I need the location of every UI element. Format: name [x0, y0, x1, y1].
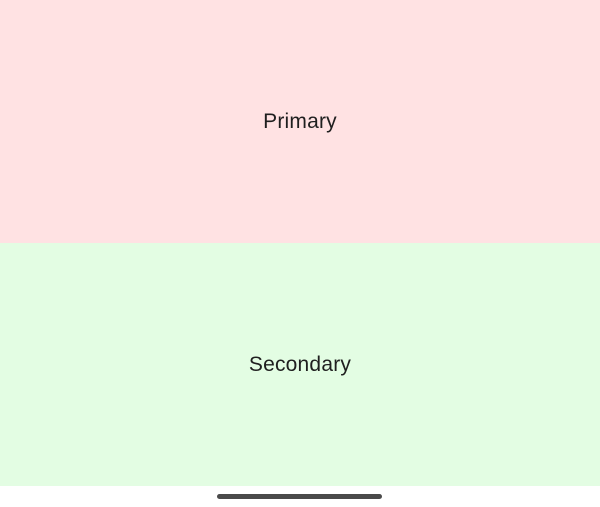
home-indicator[interactable]: [217, 494, 382, 499]
primary-pane[interactable]: Primary: [0, 0, 600, 243]
primary-pane-label: Primary: [263, 109, 337, 133]
secondary-pane-label: Secondary: [248, 352, 352, 376]
secondary-pane[interactable]: Secondary: [0, 243, 600, 486]
